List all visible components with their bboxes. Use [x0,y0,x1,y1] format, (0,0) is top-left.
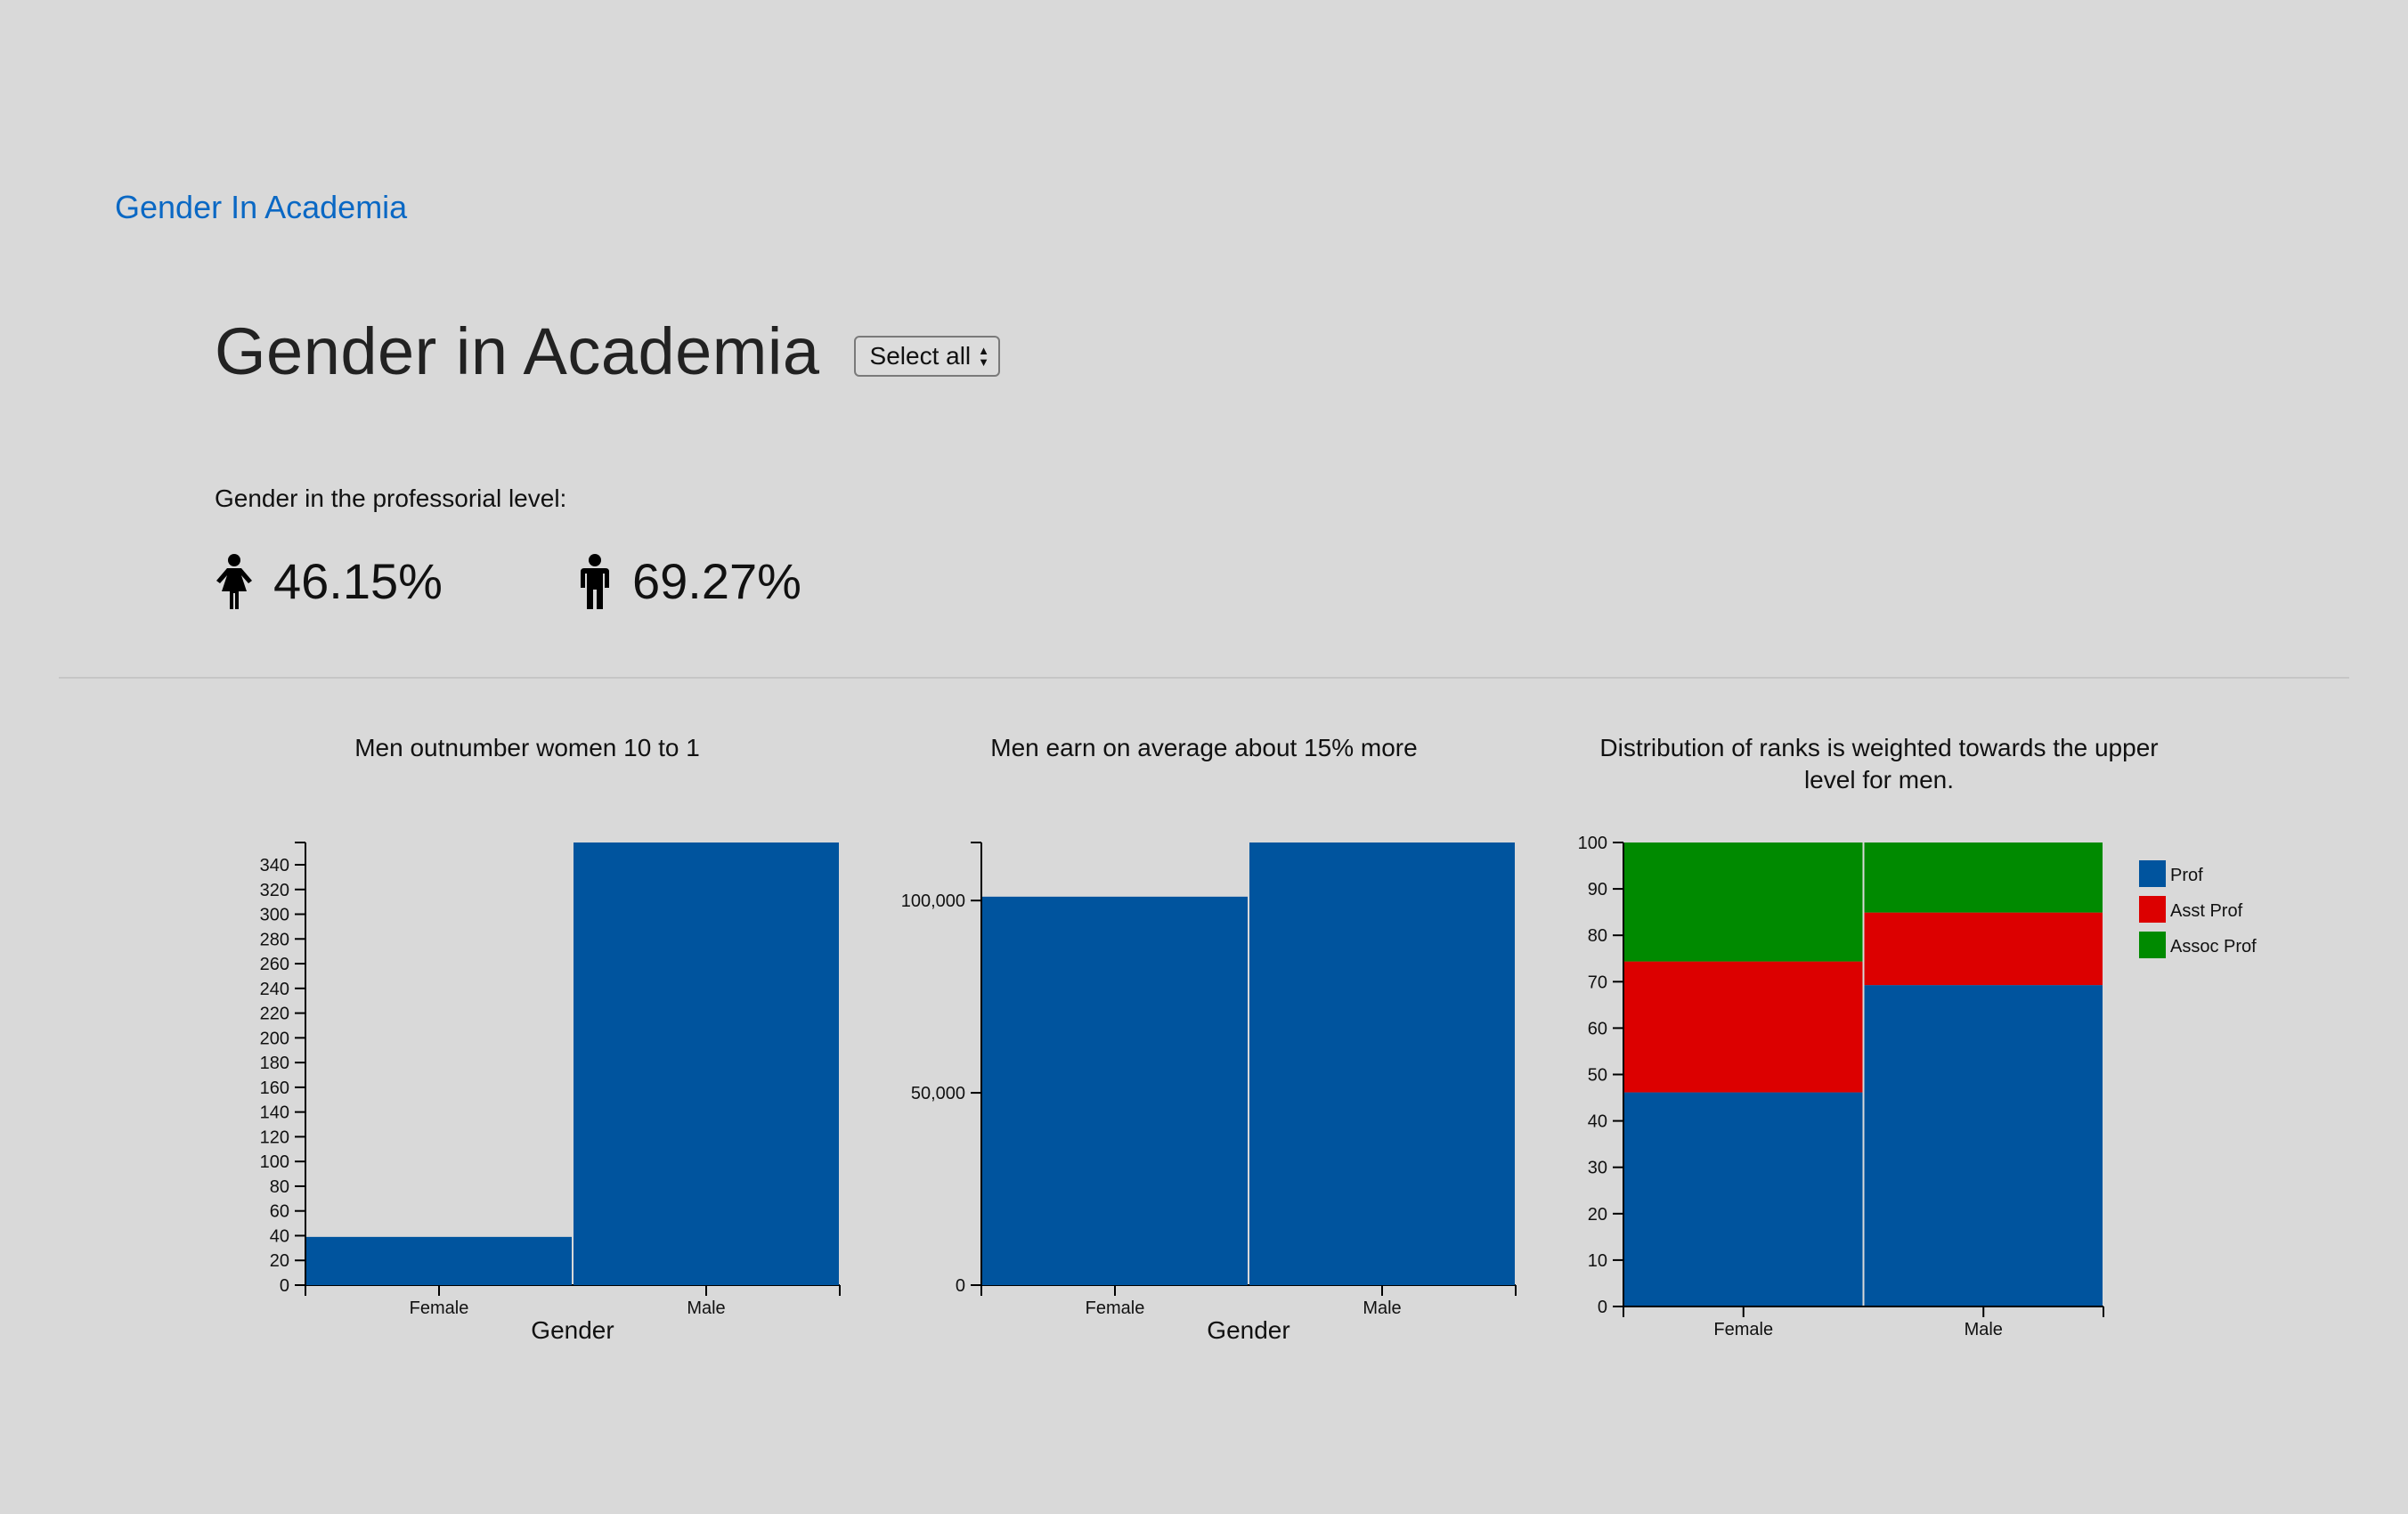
x-tick-label: Female [410,1298,469,1318]
stack-female-asst-prof [1624,961,1863,1093]
y-tick-label: 40 [1588,1112,1607,1132]
x-tick-label: Female [1086,1298,1145,1318]
y-tick-label: 160 [260,1079,289,1098]
stack-female-assoc-prof [1624,842,1863,962]
y-tick-label: 260 [260,955,289,974]
filter-select[interactable]: Select all ▲ ▼ [853,335,1001,377]
legend-label: Prof [2170,866,2203,885]
y-tick-label: 140 [260,1103,289,1123]
x-tick-label: Female [1713,1320,1773,1339]
y-tick-label: 0 [956,1276,965,1296]
stack-female-prof [1624,1092,1863,1306]
male-stat: 69.27% [577,552,801,610]
x-tick-label: Male [687,1298,725,1318]
chart2-title: Men earn on average about 15% more [990,734,1418,761]
legend-swatch-prof [2139,860,2166,887]
summary-label: Gender in the professorial level: [215,484,567,512]
female-person-icon [216,553,252,609]
stack-male-prof [1864,985,2103,1306]
y-tick-label: 300 [260,906,289,925]
divider [59,677,2349,679]
y-tick-label: 220 [260,1005,289,1024]
female-stat: 46.15% [215,552,443,610]
bar-female [306,1236,572,1285]
y-tick-label: 80 [270,1177,289,1197]
legend-label: Asst Prof [2170,901,2243,921]
y-tick-label: 90 [1588,880,1607,899]
y-tick-label: 0 [1598,1298,1607,1317]
x-tick-label: Male [1965,1320,2003,1339]
y-tick-label: 180 [260,1054,289,1073]
chart1-title: Men outnumber women 10 to 1 [354,734,700,761]
legend-swatch-assoc-prof [2139,932,2166,958]
y-tick-label: 200 [260,1029,289,1048]
filter-select-value: Select all [869,341,972,370]
select-arrows-icon: ▲ ▼ [978,343,990,369]
y-tick-label: 20 [270,1251,289,1271]
y-tick-label: 240 [260,980,289,999]
y-tick-label: 80 [1588,926,1607,946]
bar-male [1249,842,1515,1285]
y-tick-label: 60 [270,1202,289,1222]
y-tick-label: 10 [1588,1251,1607,1271]
y-tick-label: 340 [260,856,289,875]
y-tick-label: 40 [270,1226,289,1246]
brand-link[interactable]: Gender In Academia [115,189,408,225]
male-percentage: 69.27% [632,553,801,609]
x-axis-label: Gender [531,1316,614,1344]
legend-swatch-asst-prof [2139,896,2166,923]
y-tick-label: 60 [1588,1019,1607,1038]
chart3-title: Distribution of ranks is weighted toward… [1599,734,2159,794]
y-tick-label: 100 [260,1152,289,1172]
stack-male-asst-prof [1864,912,2103,986]
y-tick-label: 320 [260,881,289,900]
male-person-icon [581,553,609,609]
y-tick-label: 280 [260,930,289,949]
y-tick-label: 50 [1588,1066,1607,1086]
page-title: Gender in Academia [215,314,820,388]
bar-male [574,842,839,1285]
y-tick-label: 100 [1578,834,1607,853]
y-tick-label: 0 [280,1276,289,1296]
y-tick-label: 30 [1588,1159,1607,1178]
y-tick-label: 100,000 [901,891,965,911]
stack-male-assoc-prof [1864,842,2103,913]
y-tick-label: 20 [1588,1205,1607,1225]
x-tick-label: Male [1363,1298,1401,1318]
bar-female [982,896,1248,1285]
female-percentage: 46.15% [273,553,443,609]
y-tick-label: 50,000 [911,1084,965,1103]
legend-label: Assoc Prof [2170,937,2257,956]
header: Gender in Academia Select all ▲ ▼ [215,313,1001,389]
x-axis-label: Gender [1207,1316,1289,1344]
y-tick-label: 120 [260,1127,289,1147]
y-tick-label: 70 [1588,973,1607,992]
